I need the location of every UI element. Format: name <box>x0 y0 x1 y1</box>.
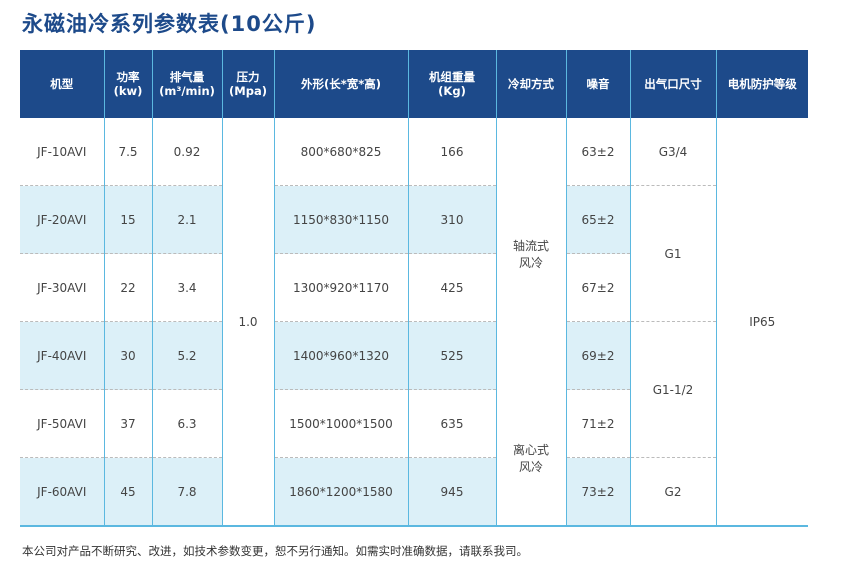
cell-protection: IP65 <box>715 118 808 527</box>
cell-size: 1860*1200*1580 <box>273 457 408 527</box>
cell-flow: 3.4 <box>151 253 222 322</box>
cell-power: 22 <box>103 253 152 322</box>
column-header: 机型 <box>20 50 104 118</box>
cell-outlet: G3/4 <box>629 118 716 186</box>
cell-weight: 945 <box>407 457 496 527</box>
cell-size: 1400*960*1320 <box>273 321 408 390</box>
cell-weight: 525 <box>407 321 496 390</box>
header-text: 功率 <box>116 70 140 84</box>
cell-pressure: 1.0 <box>221 118 274 527</box>
cell-noise: 67±2 <box>565 253 630 322</box>
cell-model: JF-40AVI <box>20 321 104 390</box>
column-header: 噪音 <box>565 50 630 118</box>
cell-power: 7.5 <box>103 118 152 186</box>
cell-power: 30 <box>103 321 152 390</box>
column-header: 冷却方式 <box>495 50 566 118</box>
cell-noise: 65±2 <box>565 185 630 254</box>
cell-weight: 310 <box>407 185 496 254</box>
cell-model: JF-20AVI <box>20 185 104 254</box>
table-row: JF-60AVI 45 7.8 1860*1200*1580 945 73±2 G2 <box>20 457 808 527</box>
cell-model: JF-30AVI <box>20 253 104 322</box>
column-header: 排气量 (m³/min) <box>151 50 222 118</box>
cell-flow: 7.8 <box>151 457 222 527</box>
cell-noise: 73±2 <box>565 457 630 527</box>
cell-noise: 69±2 <box>565 321 630 390</box>
table-row: JF-30AVI 22 3.4 1300*920*1170 425 67±2 <box>20 253 808 322</box>
cell-noise: 63±2 <box>565 118 630 186</box>
cooling-text: 离心式 <box>512 442 549 457</box>
cell-weight: 425 <box>407 253 496 322</box>
header-text: (Mpa) <box>229 84 267 98</box>
cell-size: 1500*1000*1500 <box>273 389 408 458</box>
header-text: 出气口尺寸 <box>644 77 702 91</box>
cell-flow: 6.3 <box>151 389 222 458</box>
page-title: 永磁油冷系列参数表(10公斤) <box>22 12 317 36</box>
header-text: 排气量 <box>169 70 205 84</box>
cell-outlet: G1 <box>629 185 716 322</box>
cell-model: JF-60AVI <box>20 457 104 527</box>
cell-flow: 0.92 <box>151 118 222 186</box>
cell-size: 1300*920*1170 <box>273 253 408 322</box>
cell-model: JF-10AVI <box>37 144 87 159</box>
header-text: (Kg) <box>438 84 466 98</box>
cell-model: JF-50AVI <box>20 389 104 458</box>
cell-cooling: 离心式 风冷 <box>495 389 566 527</box>
cell-weight: 166 <box>407 118 496 186</box>
column-header: 机组重量 (Kg) <box>407 50 496 118</box>
header-text: 机型 <box>50 77 74 91</box>
header-text: 机组重量 <box>429 70 475 84</box>
table-row: JF-10AVI 7.5 0.92 1.0 800*680*825 166 轴流式 风冷 63±… <box>20 118 808 527</box>
column-header: 电机防护等级 <box>715 50 808 118</box>
cell-size: 800*680*825 <box>273 118 408 186</box>
column-header: 出气口尺寸 <box>629 50 716 118</box>
cooling-text: 轴流式 <box>512 238 549 253</box>
header-text: 噪音 <box>586 77 610 91</box>
table-row: JF-40AVI 30 5.2 1400*960*1320 525 69±2 G1-1/2 <box>20 321 808 458</box>
spec-table: 机型 功率 (kw) 排气量 (m³/min) 压力 (Mpa) 外形(长*宽*高) 机组重量(… <box>20 50 808 527</box>
cell-outlet: G2 <box>629 457 716 527</box>
column-header: 压力 (Mpa) <box>221 50 274 118</box>
cell-cooling: 轴流式 风冷 <box>495 118 566 390</box>
cell-flow: 5.2 <box>151 321 222 390</box>
footer-note: 本公司对产品不断研究、改进，如技术参数变更，恕不另行通知。如需实时准确数据，请联… <box>22 544 528 558</box>
table-row: JF-50AVI 37 6.3 1500*1000*1500 635 离心式 风冷 71±2 <box>20 389 808 527</box>
cell-noise: 71±2 <box>565 389 630 458</box>
cooling-text: 风冷 <box>518 459 543 474</box>
header-text: 外形(长*宽*高) <box>300 77 382 91</box>
cell-power: 15 <box>103 185 152 254</box>
table-row: JF-20AVI 15 2.1 1150*830*1150 310 65±2 G1 <box>20 185 808 322</box>
column-header: 功率 (kw) <box>103 50 152 118</box>
cell-weight: 635 <box>407 389 496 458</box>
header-text: (m³/min) <box>159 84 215 98</box>
cell-power: 37 <box>103 389 152 458</box>
cell-size: 1150*830*1150 <box>273 185 408 254</box>
cell-power: 45 <box>103 457 152 527</box>
header-text: 冷却方式 <box>508 77 554 91</box>
cooling-text: 风冷 <box>518 255 543 270</box>
cell-flow: 2.1 <box>151 185 222 254</box>
header-text: 压力 <box>236 70 260 84</box>
column-header: 外形(长*宽*高) <box>273 50 408 118</box>
header-row: 机型 功率 (kw) 排气量 (m³/min) 压力 (Mpa) 外形(长*宽*高) 机组重量(… <box>20 50 808 118</box>
cell-outlet: G1-1/2 <box>629 321 716 458</box>
header-text: (kw) <box>113 84 143 98</box>
header-text: 电机防护等级 <box>727 77 797 91</box>
